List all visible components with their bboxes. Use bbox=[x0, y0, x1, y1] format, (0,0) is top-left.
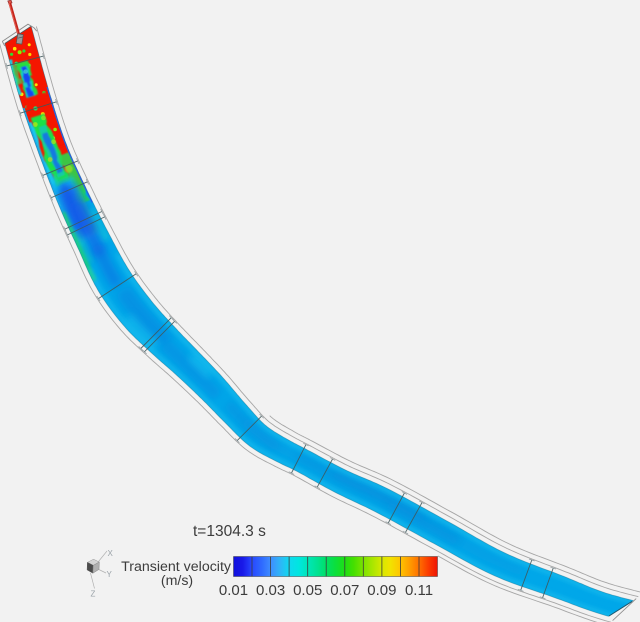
svg-text:Y: Y bbox=[107, 570, 113, 579]
svg-text:Z: Z bbox=[91, 590, 96, 599]
svg-text:t=1304.3 s: t=1304.3 s bbox=[193, 523, 266, 540]
svg-text:(m/s): (m/s) bbox=[161, 573, 193, 589]
svg-text:0.11: 0.11 bbox=[405, 582, 433, 599]
svg-text:Transient velocity: Transient velocity bbox=[121, 559, 232, 575]
svg-text:0.07: 0.07 bbox=[330, 582, 359, 599]
svg-text:X: X bbox=[108, 549, 114, 558]
svg-text:0.03: 0.03 bbox=[256, 582, 285, 599]
svg-text:0.01: 0.01 bbox=[219, 582, 248, 599]
svg-text:0.05: 0.05 bbox=[293, 582, 322, 599]
svg-text:0.09: 0.09 bbox=[367, 582, 396, 599]
